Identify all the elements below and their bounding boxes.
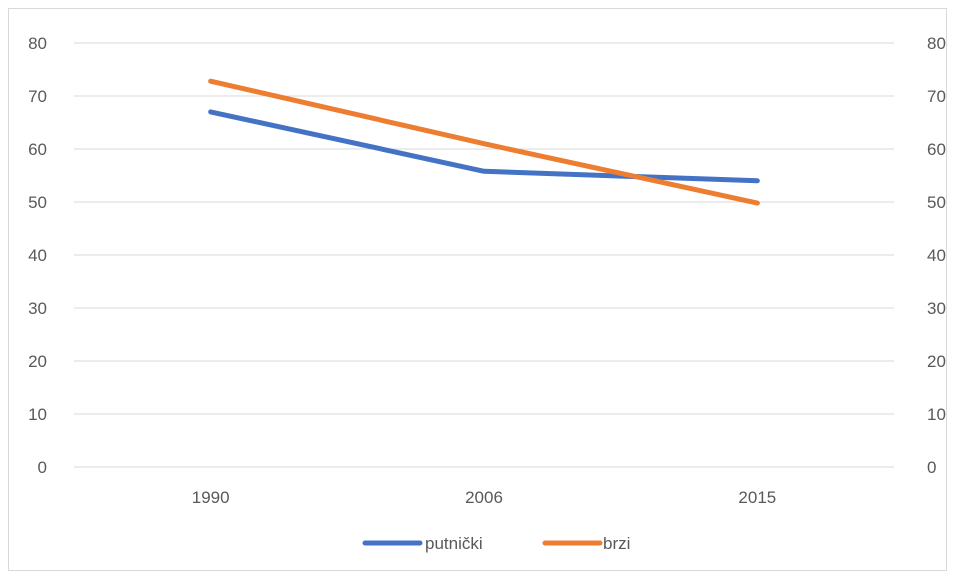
y-tick-label-right: 30 (927, 299, 946, 318)
y-tick-label-left: 10 (28, 405, 47, 424)
y-tick-label-left: 20 (28, 352, 47, 371)
y-axis-right: 0 10 20 30 40 50 60 70 80 (927, 34, 946, 477)
x-tick-label: 2006 (465, 488, 503, 507)
series-line (211, 81, 758, 203)
y-tick-label-right: 40 (927, 246, 946, 265)
chart-area: 0 10 20 30 40 50 60 70 80 0 10 20 30 40 50 60 70 80 1990… (8, 8, 947, 571)
series-line (211, 112, 758, 181)
x-tick-label: 2015 (738, 488, 776, 507)
y-tick-label-left: 60 (28, 140, 47, 159)
series-lines (211, 81, 758, 203)
y-tick-label-right: 50 (927, 193, 946, 212)
x-tick-label: 1990 (192, 488, 230, 507)
y-tick-label-left: 50 (28, 193, 47, 212)
y-tick-label-right: 10 (927, 405, 946, 424)
y-tick-label-right: 80 (927, 34, 946, 53)
y-tick-label-right: 70 (927, 87, 946, 106)
y-tick-label-left: 80 (28, 34, 47, 53)
y-tick-label-left: 30 (28, 299, 47, 318)
gridlines (74, 43, 894, 467)
y-tick-label-left: 40 (28, 246, 47, 265)
legend-label: brzi (603, 534, 630, 553)
line-chart: 0 10 20 30 40 50 60 70 80 0 10 20 30 40 50 60 70 80 1990… (9, 9, 948, 572)
legend-label: putnički (425, 534, 483, 553)
y-tick-label-right: 0 (927, 458, 936, 477)
y-tick-label-right: 20 (927, 352, 946, 371)
y-tick-label-left: 0 (38, 458, 47, 477)
y-tick-label-right: 60 (927, 140, 946, 159)
y-tick-label-left: 70 (28, 87, 47, 106)
x-axis: 1990 2006 2015 (192, 488, 776, 507)
y-axis-left: 0 10 20 30 40 50 60 70 80 (28, 34, 47, 477)
legend: putnički brzi (365, 534, 630, 553)
